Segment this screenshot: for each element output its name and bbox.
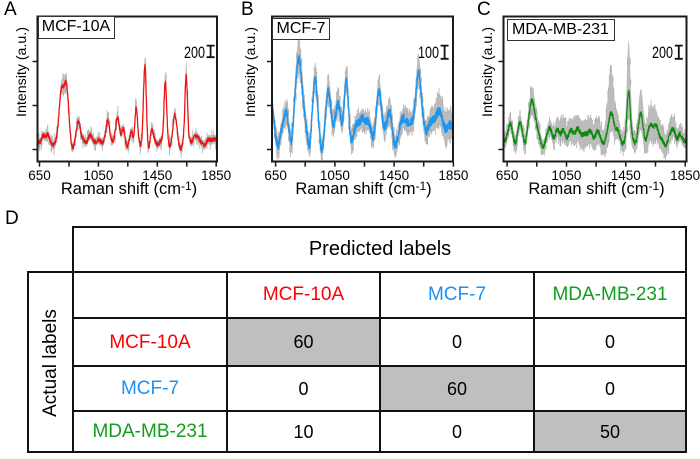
- svg-text:200: 200: [652, 43, 673, 62]
- svg-text:100: 100: [418, 43, 439, 62]
- svg-text:200: 200: [184, 43, 205, 62]
